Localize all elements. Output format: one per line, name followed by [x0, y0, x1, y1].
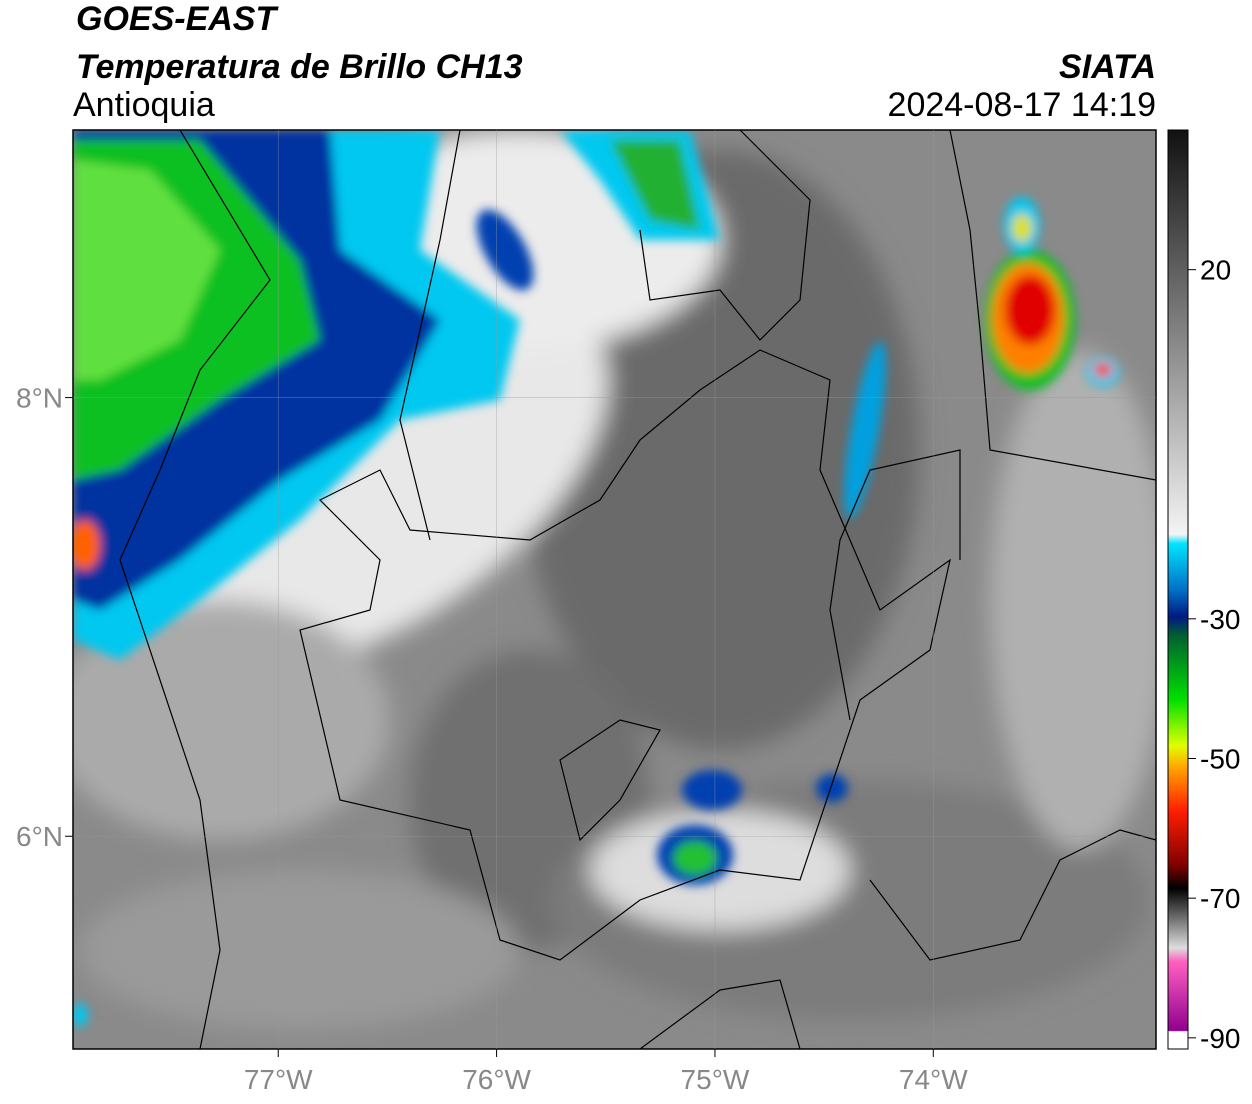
x-tick-label: 74°W: [899, 1064, 968, 1095]
colorbar-tick-label: 20: [1200, 255, 1231, 286]
y-tick-label: 6°N: [16, 821, 63, 852]
x-tick-label: 75°W: [681, 1064, 750, 1095]
x-tick-label: 77°W: [244, 1064, 313, 1095]
source: SIATA: [1059, 48, 1156, 86]
subtitle: Temperatura de Brillo CH13: [76, 48, 523, 86]
region: Antioquia: [73, 86, 215, 124]
y-tick-label: 8°N: [16, 383, 63, 414]
colorbar-tick-label: -90: [1200, 1023, 1240, 1054]
colorbar: [1167, 129, 1189, 1050]
datetime: 2024-08-17 14:19: [888, 86, 1156, 124]
colorbar-tick-label: -50: [1200, 743, 1240, 774]
map-frame: [72, 129, 1157, 1050]
x-tick-label: 76°W: [462, 1064, 531, 1095]
colorbar-tick-label: -30: [1200, 604, 1240, 635]
colorbar-tick-label: -70: [1200, 883, 1240, 914]
satellite-image: [73, 130, 1156, 1049]
title: GOES-EAST: [76, 0, 279, 38]
